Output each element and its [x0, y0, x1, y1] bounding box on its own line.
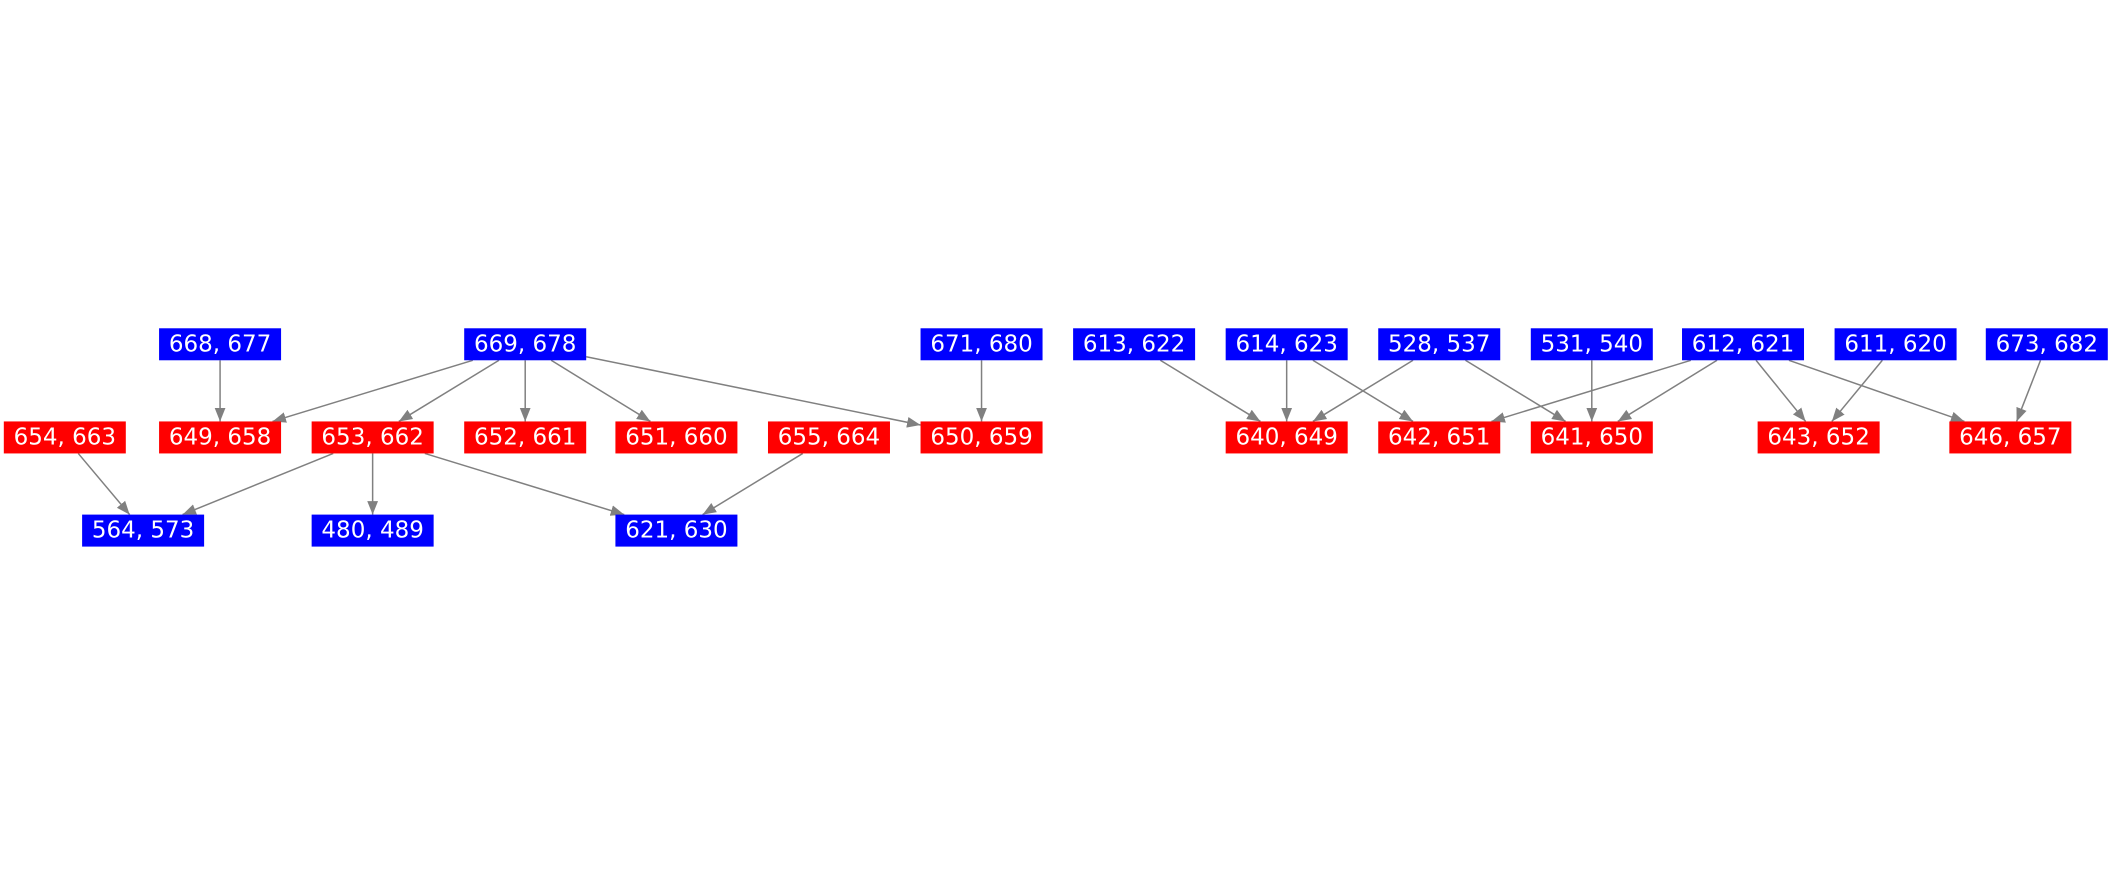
node-label: 640, 649 — [1235, 424, 1337, 450]
edge — [1491, 359, 1692, 423]
edge — [272, 359, 474, 423]
node-box — [1757, 421, 1880, 454]
node-label: 669, 678 — [474, 331, 576, 357]
node-box — [615, 514, 738, 547]
edge — [1788, 359, 1965, 423]
node-box — [1073, 328, 1196, 361]
node-label: 671, 680 — [930, 331, 1032, 357]
node: 650, 659 — [920, 421, 1043, 454]
node-box — [1949, 421, 2072, 454]
node-label: 646, 657 — [1959, 424, 2061, 450]
edge — [398, 359, 500, 423]
node-label: 612, 621 — [1692, 331, 1794, 357]
node-box — [1378, 328, 1501, 361]
edge — [1465, 359, 1566, 423]
node-label: 611, 620 — [1844, 331, 1946, 357]
node: 612, 621 — [1682, 328, 1805, 361]
nodes: 668, 677 669, 678 671, 680 613, 622 614, 623… — [3, 328, 2108, 547]
edge — [1755, 359, 1807, 422]
node-box — [1682, 328, 1805, 361]
node: 669, 678 — [464, 328, 587, 361]
node: 654, 663 — [3, 421, 126, 454]
edge — [702, 452, 804, 516]
node: 564, 573 — [82, 514, 205, 547]
node-label: 643, 652 — [1767, 424, 1869, 450]
node-label: 653, 662 — [321, 424, 423, 450]
node: 640, 649 — [1225, 421, 1348, 454]
node-label: 531, 540 — [1541, 331, 1643, 357]
node-box — [615, 421, 738, 454]
node: 643, 652 — [1757, 421, 1880, 454]
node: 668, 677 — [159, 328, 282, 361]
node-label: 613, 622 — [1083, 331, 1185, 357]
node-label: 651, 660 — [625, 424, 727, 450]
edge — [1159, 359, 1261, 423]
node-label: 668, 677 — [169, 331, 271, 357]
node-label: 528, 537 — [1388, 331, 1490, 357]
edge — [1617, 359, 1718, 423]
node-label: 655, 664 — [778, 424, 880, 450]
edge — [586, 356, 921, 428]
node: 652, 661 — [464, 421, 587, 454]
node-box — [920, 328, 1043, 361]
edge — [182, 452, 334, 516]
node: 528, 537 — [1378, 328, 1501, 361]
edge — [77, 452, 131, 516]
edge — [424, 452, 625, 516]
node: 653, 662 — [311, 421, 434, 454]
node: 642, 651 — [1378, 421, 1501, 454]
node-label: 652, 661 — [474, 424, 576, 450]
node: 649, 658 — [159, 421, 282, 454]
node: 611, 620 — [1834, 328, 1957, 361]
node-box — [767, 421, 890, 454]
node-label: 654, 663 — [14, 424, 116, 450]
node-box — [3, 421, 126, 454]
edge — [1831, 359, 1883, 422]
node: 651, 660 — [615, 421, 738, 454]
node: 673, 682 — [1985, 328, 2108, 361]
node: 614, 623 — [1225, 328, 1348, 361]
node-label: 641, 650 — [1541, 424, 1643, 450]
node-box — [920, 421, 1043, 454]
node-box — [1530, 421, 1653, 454]
node-box — [159, 421, 282, 454]
edges — [77, 356, 2042, 516]
node-box — [1834, 328, 1957, 361]
node-box — [1378, 421, 1501, 454]
node-label: 649, 658 — [169, 424, 271, 450]
node: 655, 664 — [767, 421, 890, 454]
node-box — [311, 421, 434, 454]
node-label: 564, 573 — [92, 518, 194, 544]
node-box — [159, 328, 282, 361]
node: 613, 622 — [1073, 328, 1196, 361]
node: 621, 630 — [615, 514, 738, 547]
edge — [550, 359, 651, 423]
node-label: 673, 682 — [1996, 331, 2098, 357]
node-box — [311, 514, 434, 547]
edge — [2015, 360, 2042, 422]
node: 641, 650 — [1530, 421, 1653, 454]
node-box — [464, 421, 587, 454]
node-box — [1985, 328, 2108, 361]
node: 480, 489 — [311, 514, 434, 547]
node-box — [464, 328, 587, 361]
edge — [1312, 359, 1414, 423]
node: 531, 540 — [1530, 328, 1653, 361]
node-label: 480, 489 — [321, 518, 423, 544]
node-label: 621, 630 — [625, 518, 727, 544]
node-box — [1225, 421, 1348, 454]
node-label: 614, 623 — [1235, 331, 1337, 357]
node-box — [82, 514, 205, 547]
node-label: 642, 651 — [1388, 424, 1490, 450]
node: 646, 657 — [1949, 421, 2072, 454]
node-box — [1530, 328, 1653, 361]
node-label: 650, 659 — [930, 424, 1032, 450]
node: 671, 680 — [920, 328, 1043, 361]
node-box — [1225, 328, 1348, 361]
